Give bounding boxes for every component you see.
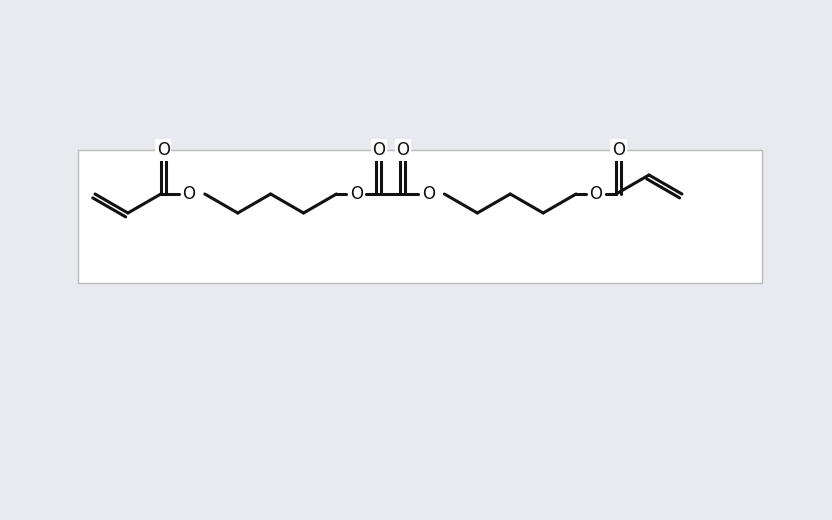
Text: O: O	[422, 185, 435, 203]
Text: O: O	[590, 185, 602, 203]
Text: O: O	[373, 141, 385, 159]
Bar	[78, 150, 762, 283]
Text: O: O	[182, 185, 196, 203]
Text: O: O	[612, 141, 625, 159]
Text: O: O	[397, 141, 409, 159]
Text: O: O	[350, 185, 363, 203]
Text: O: O	[156, 141, 170, 159]
